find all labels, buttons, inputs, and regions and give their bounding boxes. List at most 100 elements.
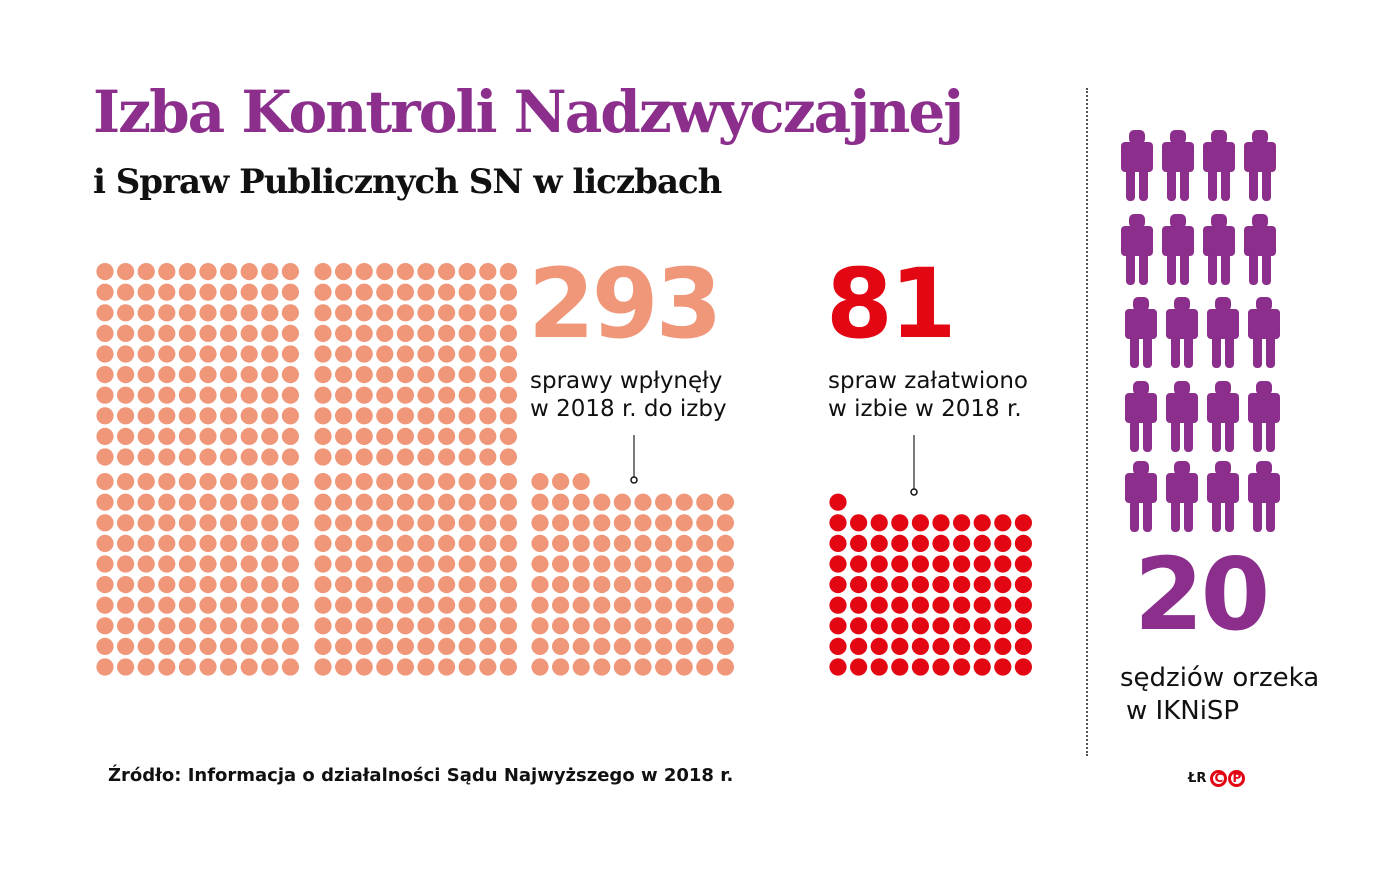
dot (417, 534, 435, 553)
logo-p-icon: P (1228, 770, 1246, 787)
dot (117, 304, 135, 322)
dot (281, 407, 299, 425)
dot (438, 283, 456, 301)
dot (376, 555, 394, 573)
dot (281, 427, 299, 445)
dot (417, 263, 435, 281)
dot (953, 576, 971, 594)
dot (438, 427, 456, 445)
dot (458, 514, 476, 532)
dot (220, 576, 238, 594)
dot (634, 658, 652, 676)
person-icon (1244, 130, 1276, 201)
dot (953, 596, 971, 614)
dot (499, 386, 517, 404)
dot (911, 555, 930, 573)
dot (376, 473, 394, 491)
dot (438, 514, 456, 532)
dot (96, 617, 114, 635)
dot (458, 534, 476, 553)
dot (850, 658, 868, 676)
dot (438, 473, 456, 491)
dot (479, 534, 497, 553)
dot (117, 596, 135, 614)
dot (479, 514, 497, 532)
dot (870, 596, 888, 614)
dot (499, 514, 517, 532)
dot (137, 637, 155, 656)
dot (178, 514, 196, 532)
dot (613, 534, 632, 553)
dot (850, 555, 868, 573)
dot (675, 596, 693, 614)
person-icon (1248, 461, 1280, 532)
dot (335, 448, 353, 466)
dot (281, 617, 299, 635)
dot (891, 596, 909, 614)
dot (531, 637, 549, 656)
dot (458, 658, 476, 676)
dot (870, 658, 888, 676)
dot (479, 596, 497, 614)
dot (240, 386, 258, 404)
dot (870, 534, 888, 553)
dot (613, 658, 632, 676)
dot (891, 555, 909, 573)
dot (240, 366, 258, 384)
dot (96, 473, 114, 491)
dot (158, 555, 176, 573)
dot (199, 366, 217, 384)
dot (158, 283, 176, 301)
dot (137, 658, 155, 676)
dot (261, 617, 279, 635)
dot (137, 534, 155, 553)
dot (417, 576, 435, 594)
dot (178, 555, 196, 573)
dot (675, 637, 693, 656)
dot (479, 658, 497, 676)
dot (96, 345, 114, 363)
dot (932, 514, 950, 532)
dot (335, 596, 353, 614)
dot (117, 555, 135, 573)
dot (438, 366, 456, 384)
dot (199, 324, 217, 342)
dot (199, 427, 217, 445)
dot (593, 514, 611, 532)
dot (355, 263, 373, 281)
dot (458, 324, 476, 342)
dot (531, 596, 549, 614)
dot (335, 427, 353, 445)
dot (178, 534, 196, 553)
dot (335, 407, 353, 425)
dot (314, 427, 332, 445)
dot (96, 493, 114, 511)
dot (396, 448, 414, 466)
dot (479, 427, 497, 445)
dot (458, 617, 476, 635)
dot (137, 514, 155, 532)
dot (199, 534, 217, 553)
dot (870, 555, 888, 573)
dot (696, 555, 714, 573)
dot (137, 427, 155, 445)
dot (994, 576, 1012, 594)
dot (96, 555, 114, 573)
dot (240, 637, 258, 656)
dot (335, 473, 353, 491)
dot (335, 576, 353, 594)
dot (716, 576, 735, 594)
dot (499, 658, 517, 676)
dot (335, 263, 353, 281)
dot (335, 366, 353, 384)
dot (458, 283, 476, 301)
dot (117, 637, 135, 656)
dot (220, 345, 238, 363)
dot (593, 534, 611, 553)
dot (281, 555, 299, 573)
dot (572, 617, 590, 635)
dot (314, 576, 332, 594)
dot (696, 576, 714, 594)
dot (932, 596, 950, 614)
